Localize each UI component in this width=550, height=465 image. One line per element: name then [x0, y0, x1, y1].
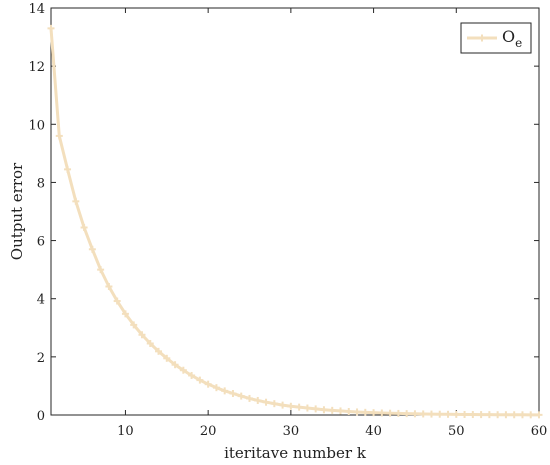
data-point: [155, 347, 163, 355]
data-point: [452, 410, 460, 418]
y-axis-label: Output error: [8, 162, 26, 260]
data-point: [427, 410, 435, 418]
data-point: [345, 408, 353, 416]
y-tick-label: 12: [28, 60, 45, 75]
data-point: [527, 411, 535, 419]
data-point: [270, 400, 278, 408]
legend-series-name: O: [502, 27, 515, 46]
data-point: [221, 387, 229, 395]
legend-marker-sample: [478, 34, 486, 42]
data-point: [80, 223, 88, 231]
data-point: [436, 410, 444, 418]
data-point: [64, 165, 72, 173]
data-point: [485, 411, 493, 419]
y-tick-label: 0: [37, 409, 45, 424]
data-point: [477, 411, 485, 419]
data-point: [494, 411, 502, 419]
data-point: [502, 411, 510, 419]
data-point: [254, 396, 262, 404]
data-point: [55, 132, 63, 140]
data-point: [361, 408, 369, 416]
data-point: [295, 403, 303, 411]
x-tick-label: 20: [200, 424, 217, 439]
data-point: [386, 409, 394, 417]
data-point: [204, 380, 212, 388]
y-tick-label: 8: [37, 176, 45, 191]
data-point: [196, 376, 204, 384]
data-point: [518, 411, 526, 419]
x-tick-label: 40: [365, 424, 382, 439]
data-point: [336, 407, 344, 415]
data-point: [88, 245, 96, 253]
data-point: [394, 409, 402, 417]
data-point: [370, 409, 378, 417]
data-point: [179, 366, 187, 374]
data-point: [113, 297, 121, 305]
x-tick-label: 50: [448, 424, 465, 439]
y-tick-label: 14: [28, 2, 45, 17]
data-point: [287, 402, 295, 410]
data-point: [163, 354, 171, 362]
series-layer: [47, 24, 543, 419]
x-tick-label: 30: [283, 424, 300, 439]
data-point: [237, 392, 245, 400]
data-point: [229, 389, 237, 397]
data-point: [411, 410, 419, 418]
plot-area: [50, 7, 540, 416]
data-point: [130, 321, 138, 329]
data-point: [469, 411, 477, 419]
legend: Oe: [460, 22, 532, 54]
data-point: [97, 266, 105, 274]
x-axis-label: iteritave number k: [224, 444, 367, 462]
data-point: [353, 408, 361, 416]
y-tick-label: 4: [37, 293, 45, 308]
data-point: [47, 24, 55, 32]
data-point: [171, 361, 179, 369]
data-point: [105, 283, 113, 291]
data-point: [262, 398, 270, 406]
data-point: [246, 394, 254, 402]
data-point: [444, 410, 452, 418]
y-tick-label: 6: [37, 235, 45, 250]
data-point: [138, 331, 146, 339]
data-point: [188, 371, 196, 379]
data-point: [146, 339, 154, 347]
data-point: [72, 197, 80, 205]
data-point: [212, 384, 220, 392]
legend-series-subscript: e: [515, 36, 522, 50]
data-point: [461, 410, 469, 418]
data-point: [312, 405, 320, 413]
x-axis-ticks: 10 20 30 40 50 60: [117, 8, 547, 439]
x-tick-label: 10: [117, 424, 134, 439]
x-tick-label: 60: [531, 424, 548, 439]
legend-label: Oe: [502, 27, 522, 50]
y-tick-label: 10: [28, 118, 45, 133]
data-point: [403, 410, 411, 418]
data-point: [121, 310, 129, 318]
data-point: [279, 401, 287, 409]
y-axis-ticks: 0 2 4 6 8 10 12 14: [28, 2, 539, 424]
data-point: [510, 411, 518, 419]
y-tick-label: 2: [37, 351, 45, 366]
data-point: [320, 406, 328, 414]
data-point: [378, 409, 386, 417]
data-point: [328, 406, 336, 414]
data-point: [419, 410, 427, 418]
data-point: [535, 411, 543, 419]
data-point: [303, 404, 311, 412]
